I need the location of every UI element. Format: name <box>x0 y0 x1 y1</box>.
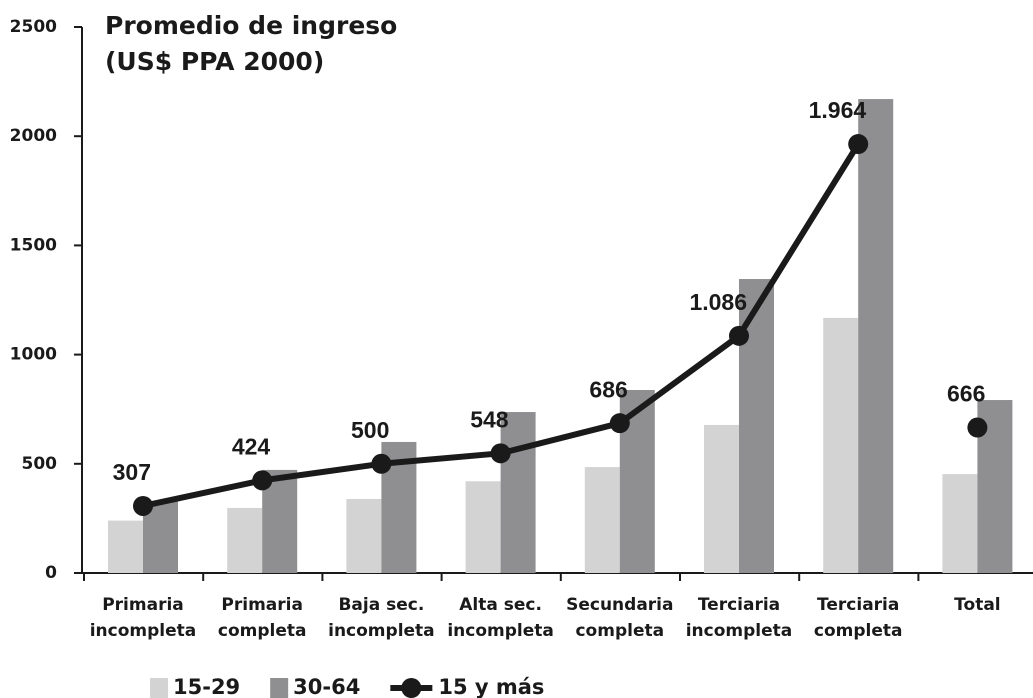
data-label: 548 <box>470 406 509 432</box>
data-label: 686 <box>589 376 627 402</box>
x-tick-label: completa <box>575 621 664 641</box>
x-tick-label: Total <box>954 595 1000 615</box>
data-label: 666 <box>947 381 985 407</box>
x-tick-label: Terciaria <box>817 595 899 615</box>
y-tick-label: 2000 <box>10 126 57 146</box>
legend-label: 30-64 <box>293 675 360 698</box>
data-label: 1.964 <box>809 97 867 123</box>
y-tick-label: 0 <box>45 563 57 583</box>
x-tick-label: Alta sec. <box>459 595 542 615</box>
x-tick-label: incompleta <box>328 621 435 641</box>
line-point <box>371 453 392 474</box>
data-label: 1.086 <box>689 289 747 315</box>
bar <box>465 481 501 573</box>
x-tick-label: completa <box>218 621 307 641</box>
line-point <box>490 443 511 464</box>
data-label: 500 <box>351 417 389 443</box>
line-point <box>729 325 749 346</box>
bar <box>942 474 978 573</box>
bar <box>227 507 263 573</box>
x-tick-label: Secundaria <box>566 595 673 615</box>
bar <box>500 412 536 573</box>
y-tick-label: 1000 <box>10 345 57 365</box>
legend-swatch <box>150 678 168 698</box>
legend-swatch <box>270 678 289 698</box>
chart-title: Promedio de ingreso <box>105 11 397 40</box>
x-tick-label: Terciaria <box>698 595 780 615</box>
x-tick-label: Baja sec. <box>338 595 424 615</box>
bar <box>346 498 382 573</box>
legend-label: 15-29 <box>173 675 240 698</box>
bar <box>584 467 620 573</box>
x-tick-label: incompleta <box>90 621 197 641</box>
line-point <box>609 413 630 434</box>
data-label: 424 <box>232 433 271 459</box>
x-tick-label: Primaria <box>102 595 184 615</box>
x-tick-label: incompleta <box>686 621 793 641</box>
legend-swatch <box>401 678 422 698</box>
x-tick-label: incompleta <box>447 621 554 641</box>
bar <box>823 317 859 573</box>
line-point <box>133 495 153 516</box>
x-tick-label: completa <box>814 621 903 641</box>
bar <box>108 520 143 573</box>
line-point <box>967 417 988 438</box>
bar <box>858 99 894 574</box>
bar <box>704 424 739 573</box>
y-tick-label: 1500 <box>10 235 57 255</box>
legend-label: 15 y más <box>438 675 544 698</box>
data-label: 307 <box>113 459 151 485</box>
y-tick-label: 2500 <box>10 17 57 37</box>
y-tick-label: 500 <box>22 454 58 474</box>
line-point <box>252 470 273 491</box>
x-tick-label: Primaria <box>221 595 303 615</box>
line-point <box>848 134 869 155</box>
chart-subtitle: (US$ PPA 2000) <box>105 47 324 76</box>
